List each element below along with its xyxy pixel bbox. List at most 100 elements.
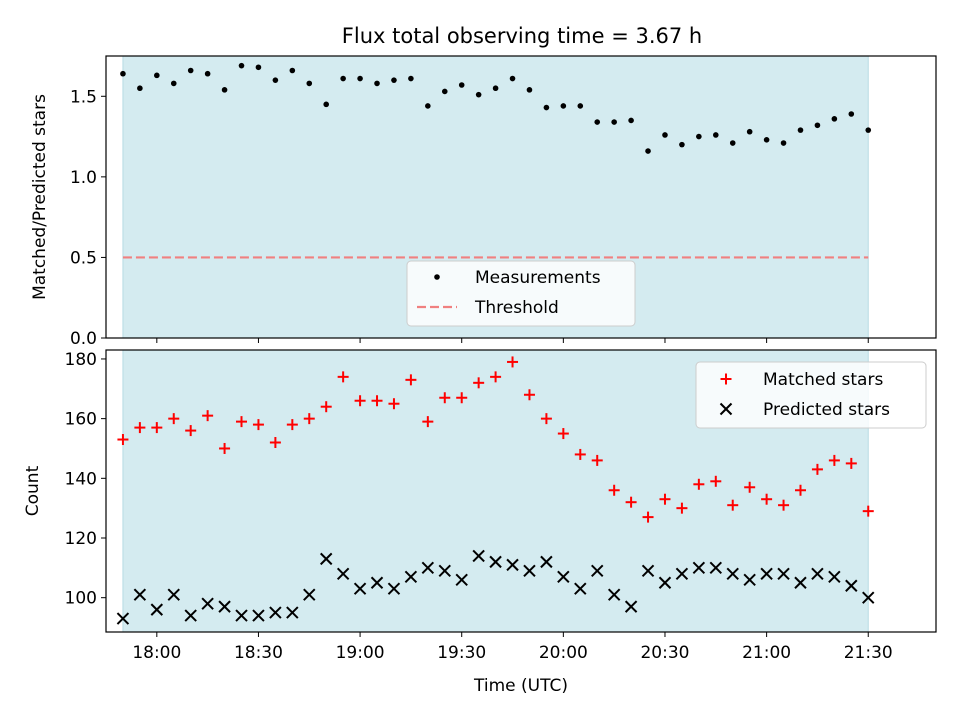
predicted-star-point — [472, 549, 485, 563]
predicted-x-b — [218, 600, 231, 613]
measurement-point — [746, 128, 753, 135]
measurement-point — [238, 62, 245, 69]
legend-label-measurements: Measurements — [475, 268, 601, 288]
measurement-point — [560, 103, 567, 109]
measurement-point — [712, 132, 719, 138]
matched-star-point — [151, 422, 163, 434]
predicted-star-point — [709, 561, 723, 575]
matched-star-point — [168, 413, 180, 425]
predicted-x-b — [794, 576, 807, 589]
predicted-star-point — [506, 558, 519, 572]
predicted-x-b — [286, 606, 299, 619]
predicted-x-b — [523, 564, 536, 578]
matched-star-point — [507, 356, 519, 368]
bottom-panel: 100 120 140 160 180 18:00 18:30 19:00 19:30 20:00… — [23, 349, 937, 696]
predicted-x-b — [303, 588, 316, 601]
predicted-x-b — [167, 588, 180, 601]
predicted-star-point — [336, 567, 350, 581]
legend-measurement-marker — [434, 274, 440, 280]
matched-star-point — [422, 416, 434, 428]
measurement-point — [408, 75, 414, 82]
matched-star-point — [557, 428, 569, 440]
predicted-x-b — [743, 573, 756, 586]
matched-star-point — [862, 505, 874, 517]
predicted-x-b — [862, 591, 875, 604]
measurement-point — [492, 85, 499, 92]
predicted-x-b — [133, 588, 147, 601]
top-legend: Measurements Threshold — [406, 260, 636, 327]
predicted-x-b — [353, 582, 367, 595]
y-tick-label: 120 — [65, 529, 97, 549]
predicted-x-b — [777, 567, 790, 581]
y-tick-label: 0.5 — [70, 248, 97, 268]
top-panel: 0.0 0.5 1.0 1.5 Matched/Predicted stars Measu… — [30, 55, 937, 349]
predicted-x-b — [811, 567, 824, 581]
bottom-axes-frame — [105, 349, 937, 633]
matched-star-point — [252, 419, 264, 431]
predicted-x-b — [421, 561, 435, 575]
measurement-point — [170, 80, 177, 87]
predicted-star-point — [387, 582, 401, 595]
predicted-x-b — [489, 555, 502, 569]
chart-title: Flux total observing time = 3.67 h — [342, 24, 702, 48]
matched-star-point — [710, 475, 722, 487]
matched-star-point — [490, 371, 502, 383]
matched-star-point — [744, 481, 756, 493]
matched-star-point — [219, 442, 231, 454]
measurement-point — [391, 77, 397, 83]
matched-star-point — [320, 401, 332, 413]
predicted-star-point — [540, 555, 553, 569]
measurement-point — [425, 103, 431, 109]
measurement-point — [340, 75, 346, 82]
predicted-star-point — [726, 567, 739, 581]
predicted-x-b — [828, 570, 841, 584]
measurement-point — [696, 133, 702, 140]
predicted-star-point — [658, 576, 672, 589]
predicted-star-point — [353, 582, 367, 595]
predicted-x-b — [201, 597, 214, 610]
predicted-star-point — [523, 564, 536, 578]
matched-star-point — [405, 374, 417, 386]
matched-star-point — [778, 499, 790, 511]
predicted-x-b — [387, 582, 401, 595]
matched-star-point — [523, 389, 535, 401]
measurement-point — [848, 111, 855, 117]
predicted-star-point — [743, 573, 756, 586]
predicted-star-point — [438, 564, 451, 578]
predicted-star-point — [811, 567, 824, 581]
matched-star-point — [540, 413, 552, 425]
measurement-point — [543, 104, 550, 111]
predicted-star-point — [845, 579, 858, 592]
predicted-star-point — [319, 552, 333, 566]
predicted-star-point — [624, 600, 638, 613]
predicted-star-point — [591, 564, 604, 578]
measurement-point — [137, 85, 143, 92]
top-y-axis-label: Matched/Predicted stars — [30, 94, 50, 300]
measurement-point — [306, 80, 313, 87]
predicted-x-b — [726, 567, 739, 581]
matched-star-point — [845, 457, 857, 469]
predicted-x-b — [150, 603, 164, 616]
predicted-star-point — [862, 591, 875, 604]
matched-star-point — [388, 398, 400, 410]
matched-star-point — [693, 478, 705, 490]
legend-label-matched: Matched stars — [763, 370, 883, 390]
y-tick-label: 160 — [65, 410, 97, 430]
matched-star-point — [202, 410, 214, 422]
bottom-legend: Matched stars Predicted stars — [695, 361, 927, 429]
matched-star-point — [439, 392, 451, 404]
x-tick-label: 21:00 — [742, 643, 791, 663]
x-tick-label: 19:30 — [437, 643, 486, 663]
legend-predicted-marker — [719, 402, 733, 416]
predicted-star-point — [116, 612, 130, 625]
measurement-point — [526, 87, 533, 93]
predicted-star-point — [167, 588, 180, 601]
measurement-point — [763, 136, 770, 143]
predicted-star-point — [421, 561, 435, 575]
matched-star-point — [269, 437, 281, 449]
measurement-point — [221, 87, 228, 93]
matched-star-point — [371, 395, 383, 407]
predicted-x-b — [438, 564, 451, 578]
predicted-star-point — [455, 573, 468, 586]
predicted-x-b — [709, 561, 723, 575]
